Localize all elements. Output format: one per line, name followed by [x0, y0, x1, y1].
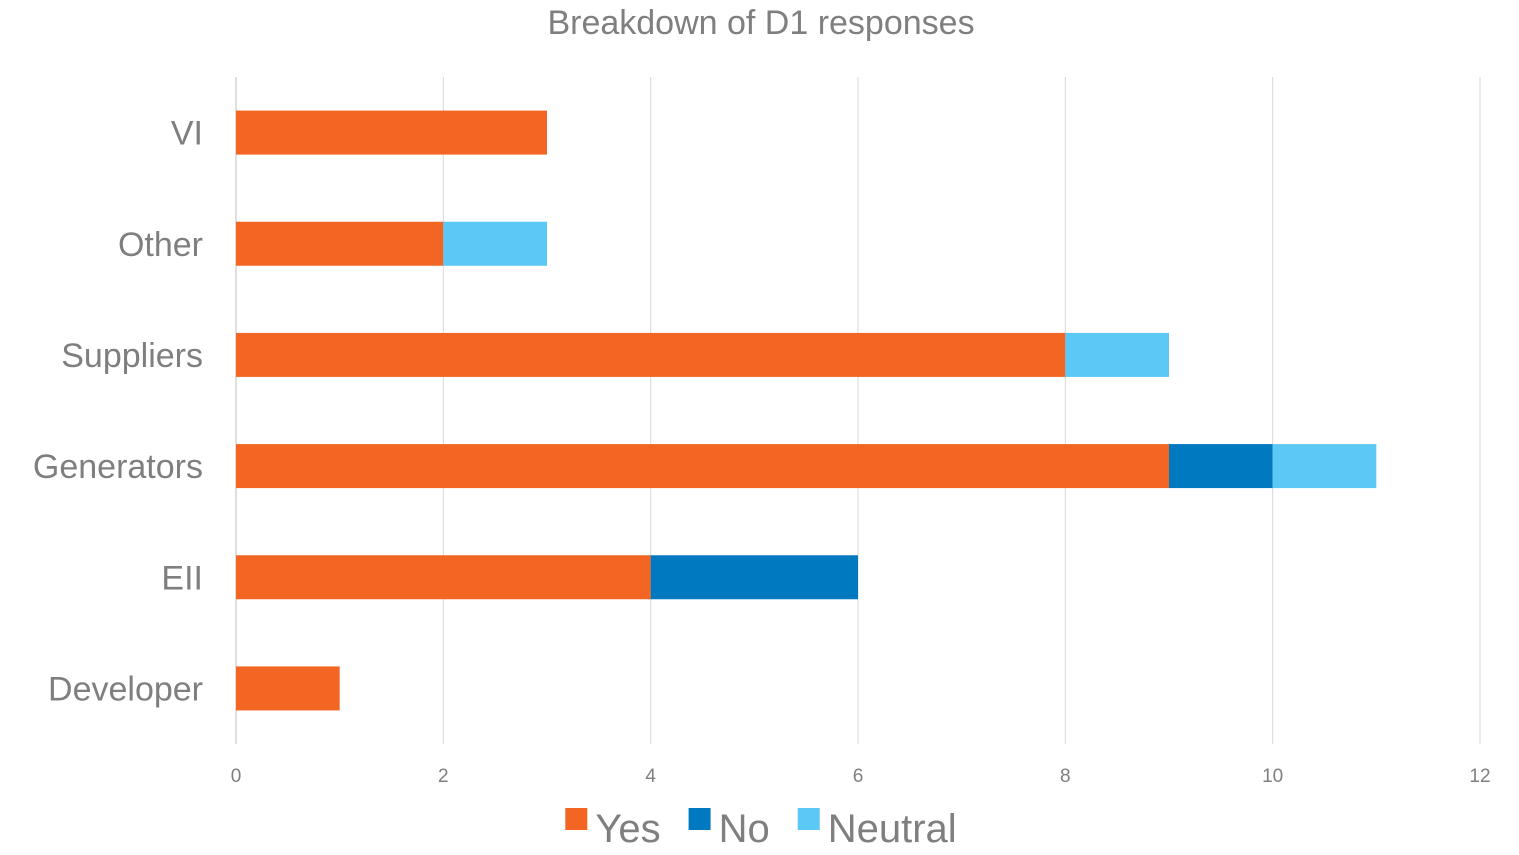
- bar-yes-eii: [236, 555, 651, 600]
- category-label: VI: [171, 115, 203, 153]
- legend-item-yes: Yes: [565, 807, 661, 851]
- legend-swatch: [688, 808, 711, 830]
- legend-label: Yes: [595, 807, 660, 850]
- legend-swatch: [565, 808, 588, 830]
- x-tick-label: 8: [1060, 766, 1071, 787]
- bar-yes-developer: [236, 666, 340, 711]
- bar-yes-suppliers: [236, 332, 1066, 377]
- bar-neutral-suppliers: [1065, 332, 1169, 377]
- gridlines: [235, 77, 1481, 744]
- legend-swatch: [797, 808, 820, 830]
- x-tick-label: 2: [438, 766, 449, 787]
- category-label: Suppliers: [61, 337, 203, 375]
- chart-title: Breakdown of D1 responses: [547, 4, 974, 42]
- bar-no-generators: [1169, 444, 1273, 489]
- bar-yes-vi: [236, 110, 547, 155]
- bar-neutral-generators: [1272, 444, 1377, 489]
- x-tick-label: 4: [645, 766, 656, 787]
- category-label: Generators: [33, 448, 203, 486]
- x-axis-tick-labels: 0 2 4 6 8 10 12: [231, 766, 1491, 787]
- x-tick-label: 0: [231, 766, 242, 787]
- x-tick-label: 12: [1469, 766, 1490, 787]
- x-tick-label: 10: [1262, 766, 1283, 787]
- x-tick-label: 6: [853, 766, 864, 787]
- legend-label: No: [719, 807, 770, 850]
- legend-item-neutral: Neutral: [797, 807, 957, 851]
- category-label: Other: [118, 226, 203, 264]
- category-label: EII: [161, 559, 203, 597]
- bars: [236, 110, 1377, 711]
- category-label: Developer: [48, 670, 203, 708]
- legend-item-no: No: [688, 807, 770, 851]
- bar-yes-other: [236, 221, 444, 266]
- legend-label: Neutral: [828, 807, 957, 850]
- bar-no-eii: [650, 555, 858, 600]
- legend: Yes No Neutral: [565, 807, 957, 851]
- bar-neutral-other: [443, 221, 547, 266]
- bar-yes-generators: [236, 444, 1169, 489]
- category-labels: VI Other Suppliers Generators EII Developer: [33, 115, 203, 709]
